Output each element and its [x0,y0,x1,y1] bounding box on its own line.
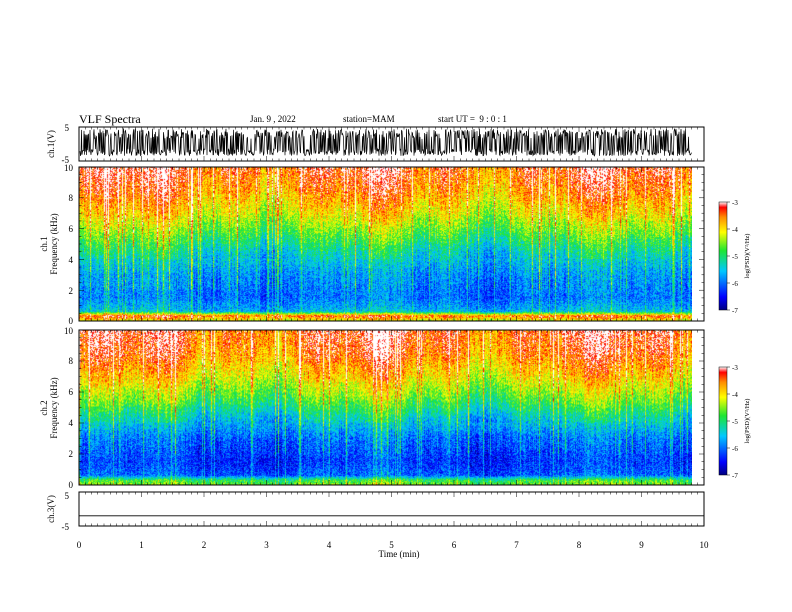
ch2-spectrogram-heatmap [79,330,692,485]
ch2-colorbar-label: log(PSD)(V²/Hz) [744,399,751,444]
x-axis-tick-labels: 0 1 2 3 4 5 6 7 8 9 10 [77,540,709,550]
ch2-colorbar-tick-4: -4 [732,391,738,399]
ch1-colorbar-tick-3: -3 [732,199,738,207]
ch1-spectrogram-ytick-6: 6 [69,224,74,234]
ch1-spectrogram-panel: 0 2 4 6 8 10 ch.1 Frequency (kHz) [39,163,705,326]
ch1-colorbar-tick-5: -5 [732,253,738,261]
x-tick-label: 7 [514,540,519,550]
x-tick-label: 3 [264,540,269,550]
ch1-colorbar-label: log(PSD)(V²/Hz) [744,234,751,279]
ch1-spectrogram-ytick-4: 4 [69,255,74,265]
x-tick-label: 1 [139,540,144,550]
ch2-colorbar-tick-3: -3 [732,364,738,372]
ch2-spectrogram-ytick-0: 0 [69,480,74,490]
ch1-waveform-x-ticks [78,127,705,161]
ch2-colorbar-tick-7: -7 [732,472,738,480]
x-tick-label: 10 [700,540,710,550]
ch2-spectrogram-ytick-2: 2 [69,449,74,459]
x-tick-label: 5 [389,540,394,550]
ch1-spectrogram-ytick-8: 8 [69,193,74,203]
ch1-spectrogram-y-ticks [79,166,704,322]
figure-title: VLF Spectra [79,112,141,126]
ch2-colorbar-tick-5: -5 [732,418,738,426]
ch3-waveform-x-ticks [78,492,705,526]
x-tick-label: 4 [327,540,332,550]
ch2-colorbar-gradient [718,366,728,476]
ch1-colorbar-tick-6: -6 [732,280,738,288]
ch1-spectrogram-heatmap [79,167,692,321]
ch1-spectrogram-ylabel: Frequency (kHz) [49,213,59,274]
ch2-spectrogram-ylabel: Frequency (kHz) [49,377,59,438]
ch3-waveform-ylabel: ch.3(V) [46,495,56,523]
ch1-waveform-trace [79,127,692,157]
ch1-ytick-bottom: -5 [62,155,70,165]
ch2-spectrogram-channel-label: ch.2 [39,400,49,415]
start-ut-label: start UT = 9 : 0 : 1 [438,114,507,124]
ch2-spectrogram-x-ticks [78,330,705,485]
ch2-spectrogram-ytick-10: 10 [64,326,74,336]
ch1-waveform-panel: 5 -5 ch.1(V) [46,123,705,165]
ch3-ytick-bottom: -5 [62,522,70,532]
ch1-spectrogram-channel-label: ch.1 [39,236,49,251]
x-tick-label: 2 [202,540,207,550]
ch2-spectrogram-ytick-6: 6 [69,387,74,397]
date-label: Jan. 9 , 2022 [250,114,296,124]
ch2-colorbar: -3 -4 -5 -6 -7 log(PSD)(V²/Hz) [718,364,751,480]
ch2-spectrogram-y-ticks [79,329,704,486]
x-axis-label: Time (min) [379,549,420,559]
ch1-colorbar: -3 -4 -5 -6 -7 log(PSD)(V²/Hz) [718,199,751,315]
x-tick-label: 9 [639,540,644,550]
ch1-spectrogram-x-ticks [78,167,705,321]
x-tick-label: 8 [577,540,582,550]
ch2-colorbar-tick-6: -6 [732,445,738,453]
ch3-waveform-frame [78,491,705,527]
ch2-spectrogram-panel: 0 2 4 6 8 10 ch.2 Frequency (kHz) [39,326,705,490]
ch1-spectrogram-ytick-10: 10 [64,163,74,173]
ch1-colorbar-tick-4: -4 [732,226,738,234]
x-tick-label: 0 [77,540,82,550]
ch1-spectrogram-ytick-2: 2 [69,286,74,296]
x-tick-label: 6 [452,540,457,550]
ch1-colorbar-gradient [718,201,728,311]
ch3-waveform-panel: 5 -5 ch.3(V) [46,491,705,532]
ch2-spectrogram-ytick-8: 8 [69,356,74,366]
ch3-ytick-top: 5 [65,491,70,501]
ch1-colorbar-tick-7: -7 [732,307,738,315]
ch1-ytick-top: 5 [65,123,70,133]
ch2-spectrogram-ytick-4: 4 [69,418,74,428]
station-label: station=MAM [343,114,395,124]
ch1-spectrogram-ytick-0: 0 [69,316,74,326]
ch1-waveform-ylabel: ch.1(V) [46,130,56,158]
